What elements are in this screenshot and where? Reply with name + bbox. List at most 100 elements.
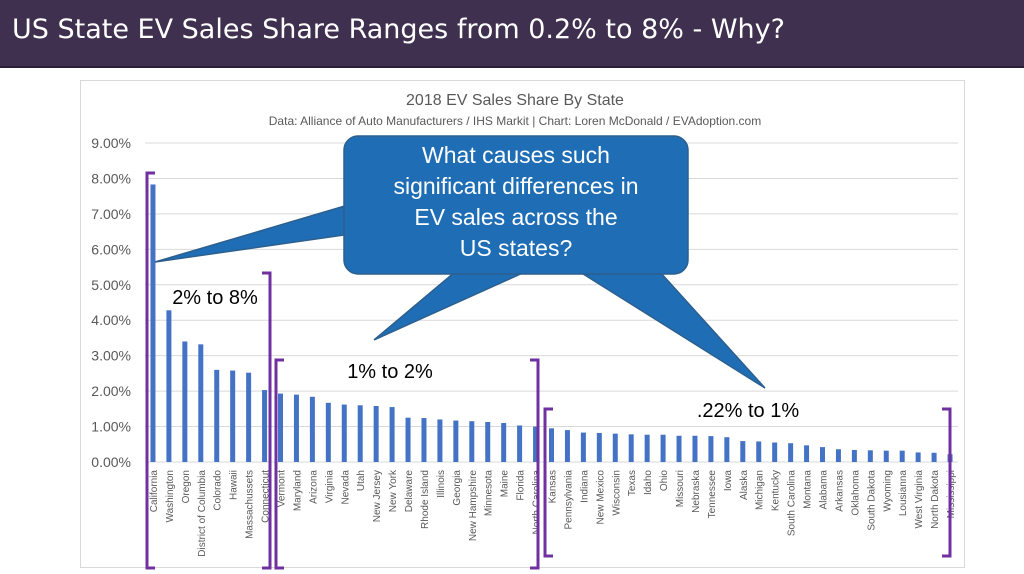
x-tick-label: Washington bbox=[165, 470, 176, 522]
x-tick-label: New Mexico bbox=[595, 470, 606, 525]
x-tick-label: Nevada bbox=[340, 470, 351, 505]
bar-new-york bbox=[389, 407, 395, 462]
x-tick-label: Arizona bbox=[308, 470, 319, 504]
range-bracket bbox=[942, 407, 952, 558]
x-tick-label: Connecticut bbox=[261, 470, 272, 523]
bar-wisconsin bbox=[612, 433, 618, 462]
bar-connecticut bbox=[262, 390, 268, 462]
y-tick-label: 3.00% bbox=[91, 348, 131, 364]
x-tick-label: West Virginia bbox=[914, 470, 925, 529]
y-tick-label: 7.00% bbox=[91, 206, 131, 222]
x-tick-label: Rhode Island bbox=[420, 470, 431, 529]
bar-florida bbox=[517, 425, 523, 462]
range-bracket bbox=[274, 358, 284, 570]
bar-rhode-island bbox=[421, 418, 427, 462]
callout-pointer bbox=[577, 271, 766, 389]
bar-oklahoma bbox=[851, 449, 857, 462]
bar-missouri bbox=[676, 435, 682, 462]
y-tick-label: 2.00% bbox=[91, 383, 131, 399]
x-tick-label: South Carolina bbox=[787, 470, 798, 537]
y-tick-label: 8.00% bbox=[91, 170, 131, 186]
x-tick-label: Texas bbox=[627, 470, 638, 496]
callout: What causes such significant differences … bbox=[154, 135, 766, 389]
x-tick-label: Iowa bbox=[723, 470, 734, 492]
x-tick-label: Missouri bbox=[675, 470, 686, 507]
x-tick-label: Colorado bbox=[213, 470, 224, 511]
x-tick-label: District of Columbia bbox=[197, 470, 208, 557]
bar-arizona bbox=[309, 396, 315, 462]
x-tick-label: Indiana bbox=[579, 470, 590, 503]
chart-subtitle: Data: Alliance of Auto Manufacturers / I… bbox=[269, 114, 761, 128]
x-tick-label: New Hampshire bbox=[468, 470, 479, 542]
bars bbox=[150, 184, 953, 462]
x-tick-label: Delaware bbox=[404, 470, 415, 513]
y-tick-label: 4.00% bbox=[91, 312, 131, 328]
x-tick-label: Michigan bbox=[755, 470, 766, 510]
x-tick-label: Georgia bbox=[452, 470, 463, 506]
x-tick-label: Tennessee bbox=[707, 470, 718, 519]
x-tick-label: Florida bbox=[516, 470, 527, 501]
bar-north-carolina bbox=[533, 426, 539, 462]
x-tick-label: Ohio bbox=[659, 470, 670, 492]
y-tick-label: 5.00% bbox=[91, 277, 131, 293]
x-tick-label: Montana bbox=[803, 470, 814, 509]
bar-michigan bbox=[756, 441, 762, 462]
bar-maryland bbox=[293, 394, 299, 462]
bar-massachussets bbox=[246, 372, 252, 462]
bar-virginia bbox=[325, 402, 331, 462]
bar-kansas bbox=[549, 428, 554, 462]
range-label: 2% to 8% bbox=[172, 287, 258, 309]
bar-georgia bbox=[453, 420, 459, 462]
range-label: .22% to 1% bbox=[697, 400, 800, 422]
x-tick-label: Alabama bbox=[819, 470, 830, 510]
x-tick-label: Alaska bbox=[739, 470, 750, 500]
bar-iowa bbox=[724, 437, 730, 462]
x-tick-label: Wisconsin bbox=[611, 470, 622, 516]
x-tick-label: Massachussets bbox=[245, 470, 256, 539]
bar-oregon bbox=[182, 341, 188, 462]
x-tick-label: Oklahoma bbox=[850, 470, 861, 516]
bar-california bbox=[150, 184, 156, 462]
y-tick-label: 9.00% bbox=[91, 135, 131, 151]
bar-new-jersey bbox=[373, 405, 379, 462]
x-tick-label: Kansas bbox=[548, 470, 559, 503]
bar-tennessee bbox=[708, 436, 714, 462]
bar-utah bbox=[357, 405, 363, 462]
x-tick-label: Kentucky bbox=[771, 470, 782, 511]
callout-pointer bbox=[373, 271, 526, 341]
x-tick-label: Minnesota bbox=[484, 470, 495, 517]
bar-alaska bbox=[740, 441, 746, 462]
x-tick-label: Maine bbox=[500, 470, 511, 498]
x-tick-label: Virginia bbox=[324, 470, 335, 504]
x-tick-label: Wyoming bbox=[882, 470, 893, 512]
bar-new-hampshire bbox=[469, 421, 475, 462]
x-tick-label: Utah bbox=[356, 470, 367, 491]
chart-title: 2018 EV Sales Share By State bbox=[406, 92, 624, 109]
bar-vermont bbox=[278, 393, 283, 462]
bar-arkansas bbox=[835, 449, 841, 462]
x-tick-label: Nebraska bbox=[691, 470, 702, 513]
bar-wyoming bbox=[883, 450, 889, 462]
bar-hawaii bbox=[230, 370, 236, 462]
title-banner: US State EV Sales Share Ranges from 0.2%… bbox=[0, 0, 1024, 68]
bar-illinois bbox=[437, 419, 443, 462]
bar-colorado bbox=[214, 369, 220, 462]
bar-west-virginia bbox=[915, 452, 921, 462]
bar-lousianna bbox=[899, 450, 905, 462]
bar-indiana bbox=[580, 432, 586, 462]
x-tick-label: South Dakota bbox=[866, 470, 877, 531]
x-tick-label: Vermont bbox=[277, 470, 288, 507]
y-tick-label: 0.00% bbox=[91, 454, 131, 470]
bar-ohio bbox=[660, 434, 666, 462]
x-tick-label: Mississippi bbox=[946, 470, 957, 518]
bar-delaware bbox=[405, 417, 411, 462]
bar-minnesota bbox=[485, 421, 491, 462]
bar-new-mexico bbox=[596, 432, 602, 462]
x-tick-label: Maryland bbox=[292, 470, 303, 511]
bar-south-carolina bbox=[788, 443, 794, 462]
range-bracket bbox=[145, 171, 155, 570]
x-tick-label: New Jersey bbox=[372, 470, 383, 522]
x-tick-label: California bbox=[149, 470, 160, 513]
range-bracket bbox=[262, 271, 272, 570]
